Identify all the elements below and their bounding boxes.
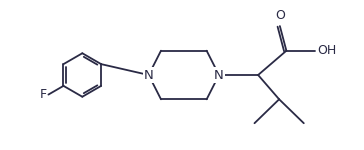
Text: O: O (275, 9, 285, 22)
Text: F: F (39, 88, 47, 101)
Text: N: N (214, 69, 224, 81)
Text: N: N (144, 69, 154, 81)
Text: OH: OH (317, 44, 336, 57)
